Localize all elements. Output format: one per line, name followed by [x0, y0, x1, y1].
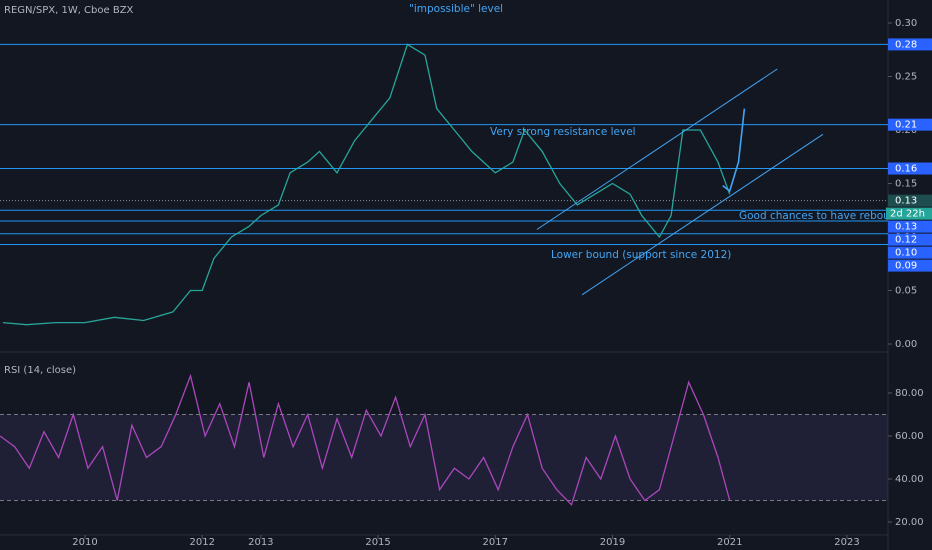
level-label: 0.21	[895, 120, 917, 131]
level-label: 0.16	[895, 164, 917, 175]
rsi-band	[0, 414, 888, 501]
y-tick-label: 20.00	[895, 517, 924, 528]
x-tick-label: 2019	[600, 537, 625, 548]
x-tick-label: 2017	[483, 537, 508, 548]
level-label: 0.13	[895, 222, 917, 233]
level-label-bg	[888, 259, 932, 272]
annotation: Very strong resistance level	[490, 126, 636, 138]
trendline	[536, 68, 778, 230]
annotation: Lower bound (support since 2012)	[551, 249, 731, 261]
x-tick-label: 2015	[365, 537, 390, 548]
y-tick-label: 80.00	[895, 388, 924, 399]
level-label-bg	[888, 233, 932, 246]
y-tick-label: 0.15	[895, 179, 917, 190]
level-label: 0.10	[895, 248, 917, 259]
level-label: 0.09	[895, 261, 917, 272]
level-label-bg	[888, 220, 932, 233]
y-tick-label: 0.00	[895, 339, 917, 350]
level-label: 0.12	[895, 235, 917, 246]
level-label-bg	[888, 162, 932, 175]
trendline	[581, 133, 824, 296]
annotations: "impossible" level Very strong resistanc…	[409, 3, 913, 261]
y-tick-label: 0.30	[895, 18, 917, 29]
x-tick-label: 2021	[717, 537, 742, 548]
x-tick-label: 2023	[834, 537, 859, 548]
x-tick-label: 2012	[189, 537, 214, 548]
level-label-bg	[888, 194, 932, 207]
y-tick-label: 0.05	[895, 286, 917, 297]
plot-area	[0, 43, 888, 507]
x-tick-label: 2013	[248, 537, 273, 548]
annotation: "impossible" level	[409, 3, 503, 15]
x-tick-label: 2010	[72, 537, 97, 548]
level-label: 0.28	[895, 39, 917, 50]
countdown-bg	[886, 207, 932, 220]
price-line	[2, 43, 731, 326]
level-label: 0.13	[895, 196, 917, 207]
y-tick-label: 0.25	[895, 72, 917, 83]
forecast-path	[722, 108, 746, 193]
level-label-bg	[888, 38, 932, 51]
y-tick-label: 60.00	[895, 431, 924, 442]
annotation: Good chances to have rebound h	[739, 210, 913, 222]
symbol-title: REGN/SPX, 1W, Cboe BZX	[4, 5, 134, 16]
level-label-bg	[888, 118, 932, 131]
rsi-line	[0, 373, 731, 507]
level-label-bg	[888, 246, 932, 259]
countdown: 2d 22h	[890, 209, 925, 220]
y-tick-label: 40.00	[895, 474, 924, 485]
rsi-title: RSI (14, close)	[4, 365, 76, 376]
